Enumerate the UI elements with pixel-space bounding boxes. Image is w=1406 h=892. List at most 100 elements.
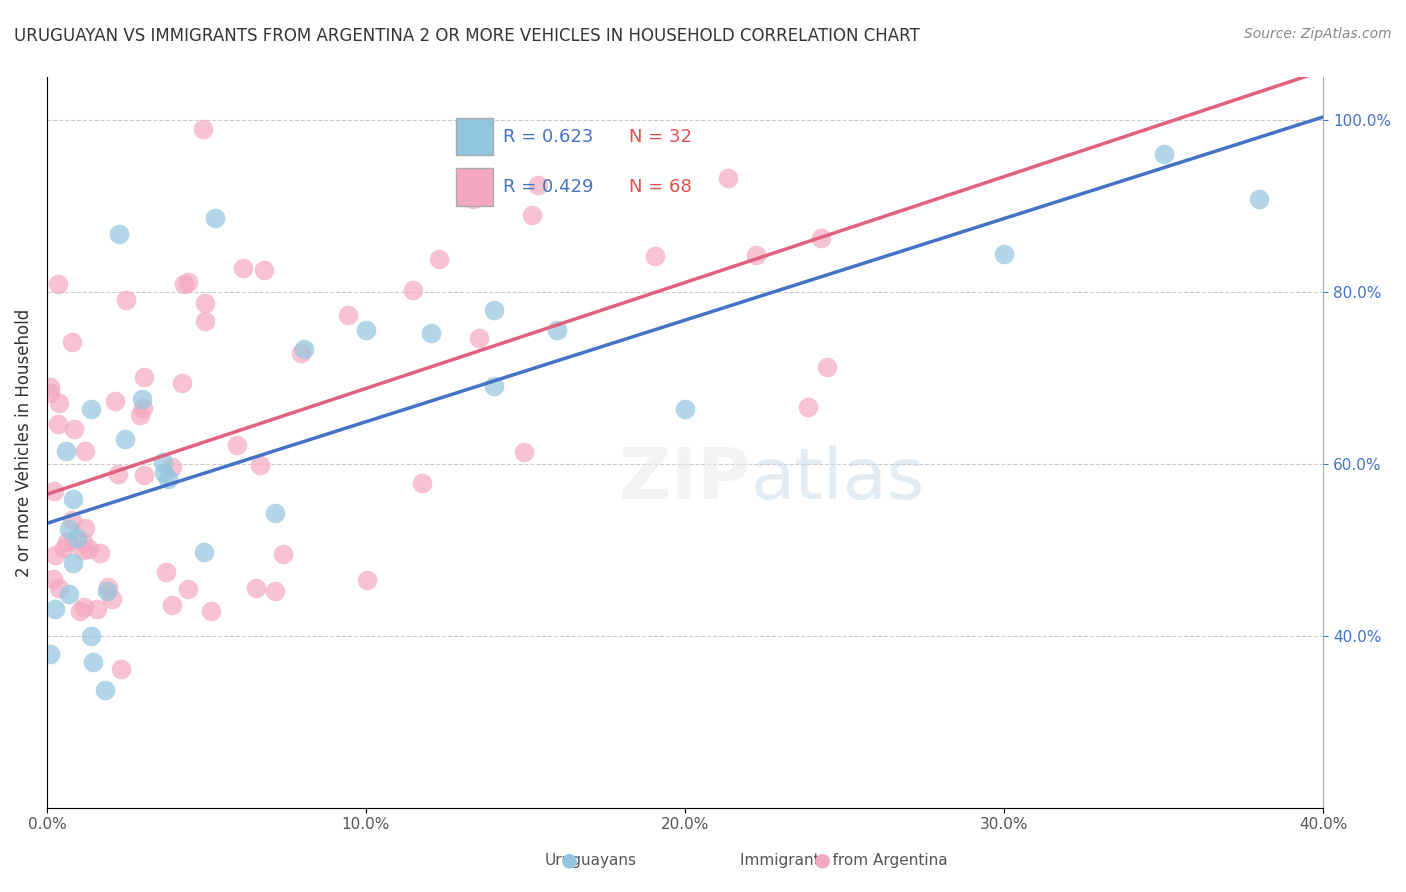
Immigrants from Argentina — [745, 248, 768, 262]
Uruguayans — [292, 342, 315, 356]
Immigrants from Argentina — [132, 467, 155, 482]
Immigrants from Argentina — [290, 346, 312, 360]
Immigrants from Argentina — [170, 376, 193, 391]
FancyBboxPatch shape — [456, 118, 494, 155]
Immigrants from Argentina — [177, 275, 200, 289]
Immigrants from Argentina — [526, 178, 548, 192]
Uruguayans — [94, 682, 117, 697]
Immigrants from Argentina — [271, 547, 294, 561]
Text: Uruguayans: Uruguayans — [544, 854, 637, 868]
Immigrants from Argentina — [194, 295, 217, 310]
Uruguayans — [153, 466, 176, 480]
Immigrants from Argentina — [797, 400, 820, 414]
Immigrants from Argentina — [513, 445, 536, 459]
Immigrants from Argentina — [810, 231, 832, 245]
Uruguayans — [82, 655, 104, 669]
Uruguayans — [420, 326, 443, 341]
Uruguayans — [108, 227, 131, 242]
Uruguayans — [44, 601, 66, 615]
Immigrants from Argentina — [46, 277, 69, 291]
Uruguayans — [62, 492, 84, 507]
Immigrants from Argentina — [173, 277, 195, 292]
Y-axis label: 2 or more Vehicles in Household: 2 or more Vehicles in Household — [15, 309, 32, 577]
Immigrants from Argentina — [411, 475, 433, 490]
Text: ZIP: ZIP — [619, 444, 751, 514]
Immigrants from Argentina — [337, 308, 360, 322]
Uruguayans — [993, 247, 1015, 261]
Immigrants from Argentina — [468, 331, 491, 345]
Uruguayans — [58, 522, 80, 536]
Uruguayans — [39, 647, 62, 661]
Uruguayans — [546, 323, 568, 337]
Immigrants from Argentina — [60, 513, 83, 527]
Immigrants from Argentina — [39, 380, 62, 394]
Immigrants from Argentina — [110, 662, 132, 676]
Immigrants from Argentina — [132, 401, 155, 416]
Immigrants from Argentina — [402, 283, 425, 297]
Immigrants from Argentina — [75, 521, 97, 535]
Immigrants from Argentina — [717, 170, 740, 185]
Text: N = 68: N = 68 — [630, 178, 692, 196]
Immigrants from Argentina — [226, 438, 249, 452]
Immigrants from Argentina — [249, 458, 271, 472]
Text: ●: ● — [561, 850, 591, 869]
Immigrants from Argentina — [79, 541, 101, 556]
Immigrants from Argentina — [69, 603, 91, 617]
Uruguayans — [96, 583, 118, 598]
Immigrants from Argentina — [52, 541, 75, 555]
Immigrants from Argentina — [253, 262, 276, 277]
Uruguayans — [58, 587, 80, 601]
Uruguayans — [673, 401, 696, 416]
Uruguayans — [354, 322, 377, 336]
Uruguayans — [62, 556, 84, 570]
Immigrants from Argentina — [72, 599, 94, 614]
Uruguayans — [152, 455, 174, 469]
Text: N = 32: N = 32 — [630, 128, 692, 146]
Immigrants from Argentina — [55, 535, 77, 549]
Immigrants from Argentina — [44, 548, 66, 562]
Immigrants from Argentina — [107, 467, 129, 482]
Uruguayans — [1249, 192, 1271, 206]
Immigrants from Argentina — [245, 581, 267, 595]
Uruguayans — [80, 629, 103, 643]
Text: atlas: atlas — [751, 444, 925, 514]
Immigrants from Argentina — [104, 394, 127, 409]
Immigrants from Argentina — [177, 582, 200, 597]
Immigrants from Argentina — [356, 573, 378, 587]
Immigrants from Argentina — [129, 409, 152, 423]
Text: Source: ZipAtlas.com: Source: ZipAtlas.com — [1244, 27, 1392, 41]
Immigrants from Argentina — [101, 592, 124, 607]
Immigrants from Argentina — [89, 546, 111, 560]
Uruguayans — [114, 432, 136, 446]
Immigrants from Argentina — [48, 581, 70, 595]
Uruguayans — [80, 402, 103, 417]
Immigrants from Argentina — [73, 444, 96, 458]
Immigrants from Argentina — [86, 601, 108, 615]
Immigrants from Argentina — [815, 359, 838, 374]
Text: ●: ● — [814, 850, 844, 869]
Text: Immigrants from Argentina: Immigrants from Argentina — [740, 854, 948, 868]
Immigrants from Argentina — [114, 293, 136, 308]
Immigrants from Argentina — [200, 604, 222, 618]
Immigrants from Argentina — [232, 260, 254, 275]
Immigrants from Argentina — [44, 484, 66, 499]
Uruguayans — [66, 531, 89, 545]
Uruguayans — [156, 472, 179, 486]
Text: URUGUAYAN VS IMMIGRANTS FROM ARGENTINA 2 OR MORE VEHICLES IN HOUSEHOLD CORRELATI: URUGUAYAN VS IMMIGRANTS FROM ARGENTINA 2… — [14, 27, 920, 45]
Immigrants from Argentina — [160, 598, 183, 612]
Immigrants from Argentina — [42, 572, 65, 586]
Text: R = 0.429: R = 0.429 — [502, 178, 593, 196]
Immigrants from Argentina — [191, 122, 214, 136]
Immigrants from Argentina — [97, 580, 120, 594]
Immigrants from Argentina — [132, 369, 155, 384]
FancyBboxPatch shape — [456, 168, 494, 205]
Uruguayans — [482, 379, 505, 393]
Immigrants from Argentina — [194, 314, 217, 328]
Immigrants from Argentina — [522, 208, 544, 222]
Immigrants from Argentina — [63, 422, 86, 436]
Immigrants from Argentina — [60, 335, 83, 350]
Immigrants from Argentina — [644, 249, 666, 263]
Immigrants from Argentina — [39, 386, 62, 401]
Immigrants from Argentina — [46, 417, 69, 431]
Immigrants from Argentina — [155, 565, 177, 579]
